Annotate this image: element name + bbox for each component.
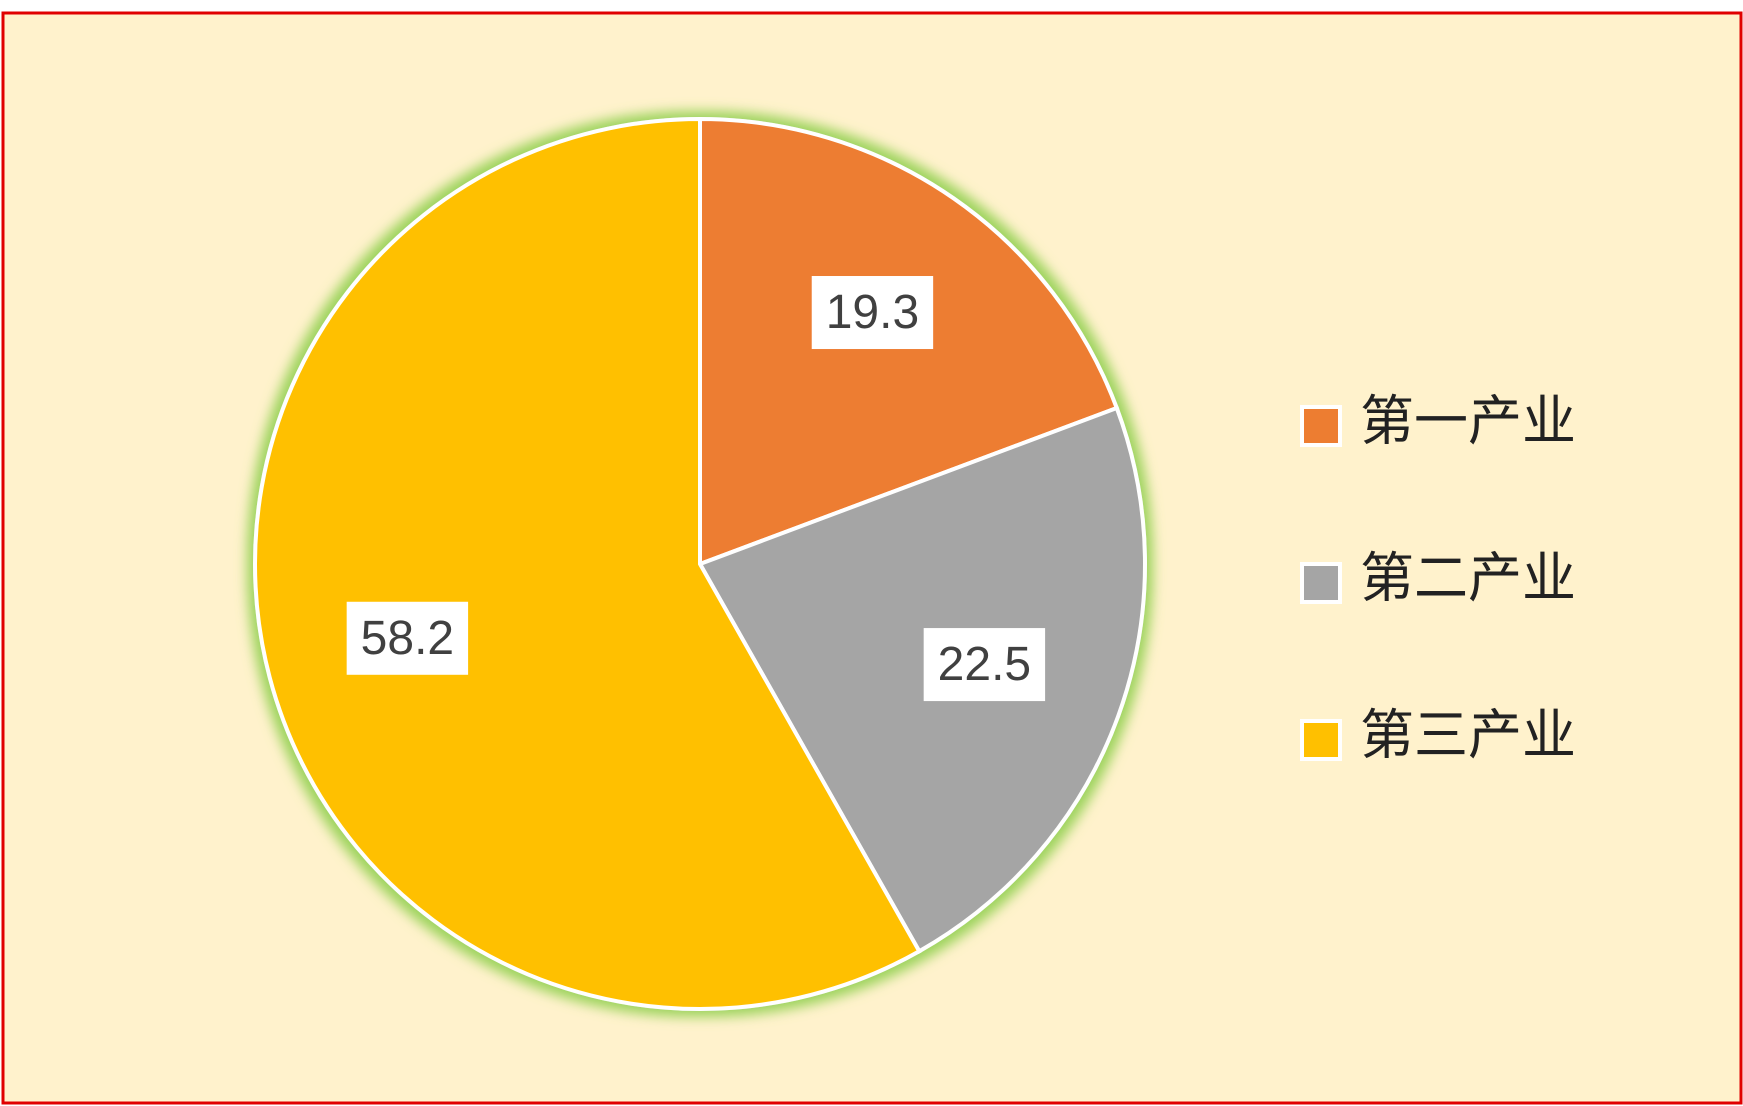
legend-label: 第一产业 xyxy=(1360,391,1576,451)
legend-swatch xyxy=(1300,562,1342,604)
pie-slice xyxy=(697,405,1147,954)
pie xyxy=(253,116,1147,1011)
data-label: 19.3 xyxy=(826,286,919,339)
data-labels: 19.3 22.5 58.2 xyxy=(346,276,1046,702)
data-label-box xyxy=(346,601,469,675)
pie-slice xyxy=(253,116,922,1011)
data-label-box xyxy=(811,276,934,350)
data-label: 58.2 xyxy=(361,612,454,665)
legend-swatch xyxy=(1300,405,1342,447)
legend-label: 第二产业 xyxy=(1360,548,1576,608)
legend-label: 第三产业 xyxy=(1360,705,1576,765)
data-label-box xyxy=(923,628,1046,702)
legend-swatch xyxy=(1300,719,1342,761)
data-label: 22.5 xyxy=(938,638,1031,691)
